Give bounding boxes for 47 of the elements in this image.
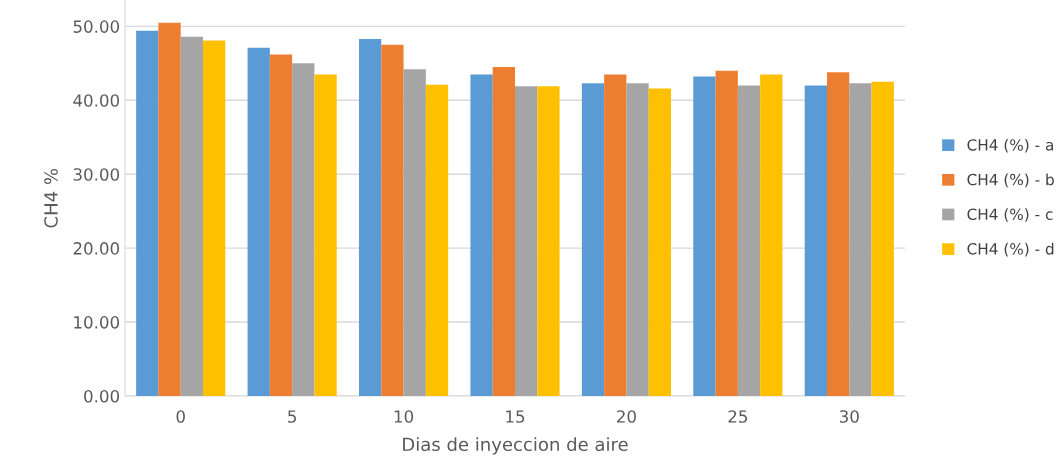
bar <box>292 63 315 396</box>
x-tick-label: 15 <box>506 410 525 423</box>
bar <box>314 74 337 396</box>
bar <box>136 30 159 396</box>
bar <box>804 85 827 396</box>
x-tick-label: 20 <box>617 410 636 423</box>
y-tick-label: 20.00 <box>73 242 120 255</box>
bar <box>760 74 783 396</box>
bar <box>581 83 605 396</box>
bar <box>403 69 426 396</box>
y-tick-label: 50.00 <box>73 20 120 33</box>
bar <box>492 67 515 396</box>
legend-label: CH4 (%) - d <box>967 242 1054 257</box>
bar <box>381 44 404 396</box>
y-tick-label: 30.00 <box>73 168 120 181</box>
x-tick-label: 10 <box>394 410 414 423</box>
bar <box>871 81 894 396</box>
bar <box>247 47 270 396</box>
x-tick-label: 5 <box>288 410 296 423</box>
bar <box>827 72 850 396</box>
x-tick-label: 25 <box>728 410 748 423</box>
y-axis-title: CH4 % <box>44 168 58 228</box>
bar <box>715 70 738 396</box>
x-tick-label: 30 <box>839 410 859 423</box>
bar <box>158 22 181 396</box>
y-tick-label: 10.00 <box>74 316 120 329</box>
bar <box>604 74 627 396</box>
bar <box>693 76 716 396</box>
bar <box>737 85 761 396</box>
y-tick-label: 0.00 <box>84 389 120 403</box>
bar <box>470 74 493 396</box>
bar <box>849 83 872 396</box>
bar <box>425 84 449 396</box>
x-tick-label: 0 <box>176 410 185 423</box>
bar <box>203 40 226 396</box>
y-tick-label: 40.00 <box>73 94 120 107</box>
bar <box>515 86 538 396</box>
bar <box>537 86 560 396</box>
bar <box>359 38 382 396</box>
bar <box>180 36 203 396</box>
legend-label: CH4 (%) - a <box>967 138 1053 153</box>
bar <box>648 88 671 396</box>
x-axis-title: Dias de inyeccion de aire <box>403 437 628 455</box>
legend-label: CH4 (%) - b <box>967 173 1054 188</box>
bar <box>626 83 649 396</box>
bar <box>269 54 293 396</box>
legend-label: CH4 (%) - c <box>967 208 1053 222</box>
